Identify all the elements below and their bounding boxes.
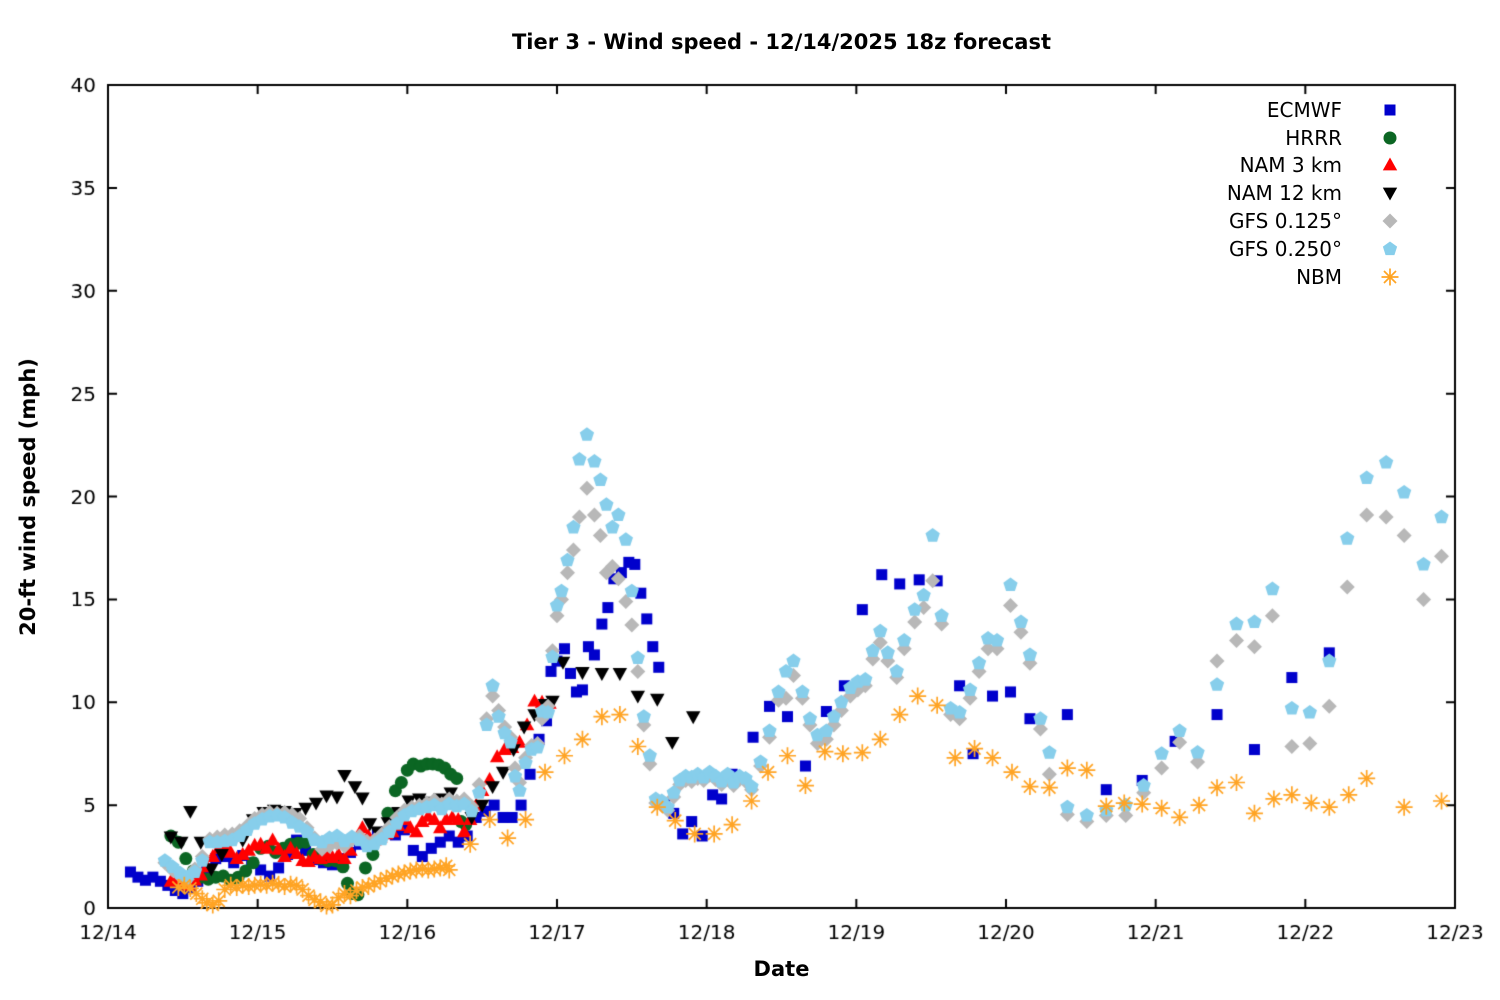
hrrr-marker-icon <box>1383 131 1397 145</box>
legend-label-hrrr: HRRR <box>1285 125 1342 150</box>
x-axis-label: Date <box>753 957 810 981</box>
nam-3-km-marker-icon <box>1382 157 1398 171</box>
legend-label-nbm: NBM <box>1296 264 1342 289</box>
legend-entry-gfs-0-125: GFS 0.125° <box>1227 207 1400 235</box>
legend-label-nam-12-km: NAM 12 km <box>1226 181 1342 206</box>
ecmwf-marker-icon <box>1384 104 1396 116</box>
legend-label-nam-3-km: NAM 3 km <box>1239 153 1342 178</box>
legend-entry-ecmwf: ECMWF <box>1227 96 1400 124</box>
legend-entry-nam-12-km: NAM 12 km <box>1227 179 1400 207</box>
legend-entry-nbm: NBM <box>1227 263 1400 291</box>
gfs-0-125-marker-icon <box>1382 213 1398 229</box>
legend-entry-hrrr: HRRR <box>1227 124 1400 152</box>
chart-legend: ECMWF HRRR NAM 3 km NAM 12 km GFS 0.125° GFS … <box>1227 96 1400 291</box>
nbm-marker-icon <box>1381 268 1399 286</box>
y-axis-label: 20-ft wind speed (mph) <box>16 358 40 636</box>
chart-title: Tier 3 - Wind speed - 12/14/2025 18z for… <box>511 30 1052 54</box>
legend-label-ecmwf: ECMWF <box>1266 97 1342 122</box>
legend-entry-gfs-0-250: GFS 0.250° <box>1227 235 1400 263</box>
legend-entry-nam-3-km: NAM 3 km <box>1227 152 1400 180</box>
gfs-0-250-marker-icon <box>1382 241 1398 255</box>
legend-label-gfs-0-125: GFS 0.125° <box>1229 209 1342 234</box>
nam-12-km-marker-icon <box>1382 187 1398 201</box>
legend-label-gfs-0-250: GFS 0.250° <box>1229 236 1342 261</box>
